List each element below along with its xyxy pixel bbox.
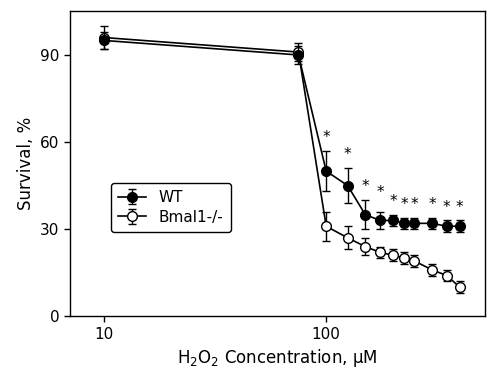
Text: *: * xyxy=(362,179,369,194)
Text: *: * xyxy=(410,197,418,212)
Text: *: * xyxy=(389,194,397,209)
Text: *: * xyxy=(443,200,450,215)
Text: *: * xyxy=(400,197,408,212)
Legend: WT, Bmal1-/-: WT, Bmal1-/- xyxy=(111,182,230,232)
Text: *: * xyxy=(322,130,330,145)
Text: *: * xyxy=(376,185,384,200)
Text: *: * xyxy=(344,147,352,162)
Y-axis label: Survival, %: Survival, % xyxy=(16,117,34,210)
Text: *: * xyxy=(456,200,464,215)
Text: *: * xyxy=(428,197,436,212)
X-axis label: H$_2$O$_2$ Concentration, μM: H$_2$O$_2$ Concentration, μM xyxy=(178,347,378,369)
